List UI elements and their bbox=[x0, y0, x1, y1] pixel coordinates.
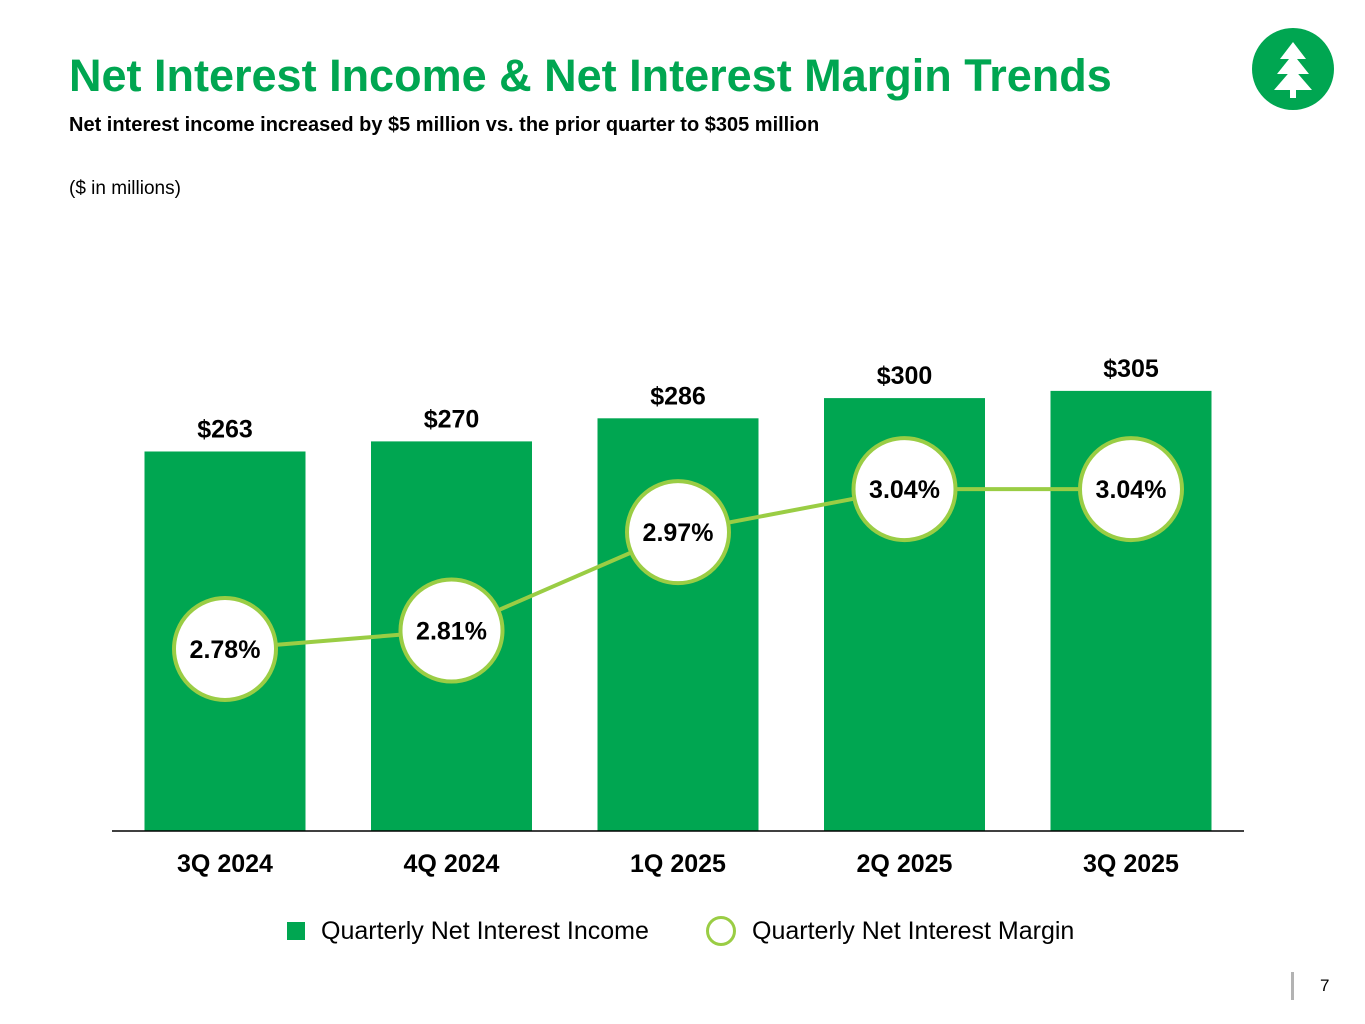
margin-label-2: 2.81% bbox=[416, 618, 487, 646]
margin-label-5: 3.04% bbox=[1096, 476, 1167, 504]
margin-marker-1 bbox=[172, 596, 278, 702]
page-subtitle: Net interest income increased by $5 mill… bbox=[69, 114, 820, 136]
category-label-2: 4Q 2024 bbox=[404, 850, 500, 878]
legend-item-margin: Quarterly Net Interest Margin bbox=[706, 914, 1074, 948]
bar-value-label-4: $300 bbox=[877, 362, 933, 390]
category-label-1: 3Q 2024 bbox=[177, 850, 273, 878]
tree-logo-icon bbox=[1252, 28, 1334, 110]
page-divider bbox=[1291, 972, 1294, 1000]
legend-label-income: Quarterly Net Interest Income bbox=[321, 916, 649, 945]
page-number: 7 bbox=[1320, 976, 1330, 995]
legend-swatch-circle bbox=[706, 916, 736, 946]
category-label-4: 2Q 2025 bbox=[857, 850, 953, 878]
units-note: ($ in millions) bbox=[69, 178, 181, 199]
category-label-5: 3Q 2025 bbox=[1083, 850, 1179, 878]
bar-value-label-2: $270 bbox=[424, 405, 480, 433]
bar-value-label-1: $263 bbox=[197, 415, 253, 443]
margin-marker-4 bbox=[851, 436, 958, 543]
margin-label-4: 3.04% bbox=[869, 476, 940, 504]
margin-label-3: 2.97% bbox=[643, 519, 714, 547]
legend-swatch-bar bbox=[287, 922, 305, 940]
category-label-3: 1Q 2025 bbox=[630, 850, 726, 878]
legend-label-margin: Quarterly Net Interest Margin bbox=[752, 916, 1075, 945]
legend-item-income: Quarterly Net Interest Income bbox=[287, 914, 649, 948]
margin-marker-2 bbox=[398, 577, 505, 684]
page-title: Net Interest Income & Net Interest Margi… bbox=[69, 50, 1112, 101]
bar-value-label-5: $305 bbox=[1103, 355, 1159, 383]
bar-value-label-3: $286 bbox=[650, 382, 706, 410]
margin-marker-3 bbox=[625, 479, 731, 586]
margin-label-1: 2.78% bbox=[190, 636, 261, 664]
margin-marker-5 bbox=[1078, 436, 1184, 543]
